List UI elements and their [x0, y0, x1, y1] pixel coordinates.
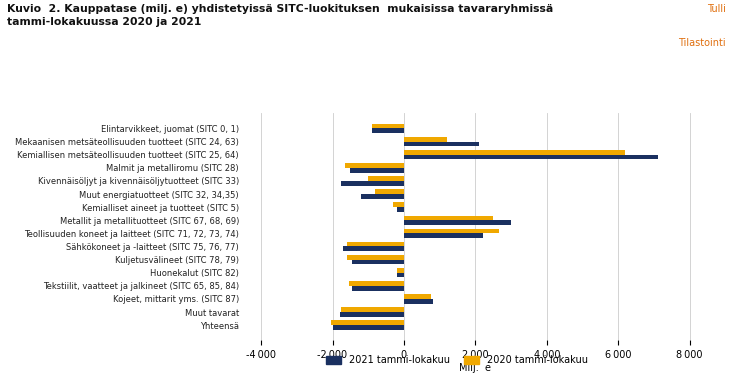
Bar — [341, 181, 404, 186]
Bar — [404, 215, 493, 220]
Legend: 2021 tammi-lokakuu, 2020 tammi-lokakuu: 2021 tammi-lokakuu, 2020 tammi-lokakuu — [322, 352, 592, 369]
Bar — [397, 268, 404, 273]
Bar — [371, 129, 404, 133]
X-axis label: Milj.  e: Milj. e — [459, 363, 492, 373]
Bar — [371, 124, 404, 129]
Bar — [331, 321, 404, 325]
Bar — [347, 242, 404, 246]
Bar — [394, 202, 404, 207]
Bar — [375, 189, 404, 194]
Bar — [404, 150, 626, 155]
Bar — [361, 194, 404, 199]
Bar — [332, 325, 404, 330]
Bar — [352, 260, 404, 264]
Bar — [404, 229, 498, 233]
Bar — [404, 299, 433, 304]
Bar — [397, 273, 404, 277]
Bar — [352, 286, 404, 291]
Bar — [404, 137, 447, 141]
Bar — [340, 312, 404, 317]
Bar — [349, 281, 404, 286]
Bar — [404, 233, 483, 238]
Bar — [404, 155, 657, 160]
Bar — [368, 176, 404, 181]
Bar — [345, 163, 404, 168]
Bar — [350, 168, 404, 172]
Bar — [343, 246, 404, 251]
Bar — [347, 255, 404, 260]
Bar — [341, 307, 404, 312]
Bar — [397, 207, 404, 212]
Text: Tilastointi: Tilastointi — [678, 38, 726, 48]
Text: Tulli: Tulli — [707, 4, 726, 14]
Bar — [404, 294, 430, 299]
Bar — [404, 141, 479, 146]
Bar — [404, 220, 511, 225]
Text: Kuvio  2. Kauppatase (milj. e) yhdistetyissä SITC-luokituksen  mukaisissa tavara: Kuvio 2. Kauppatase (milj. e) yhdistetyi… — [7, 4, 553, 27]
